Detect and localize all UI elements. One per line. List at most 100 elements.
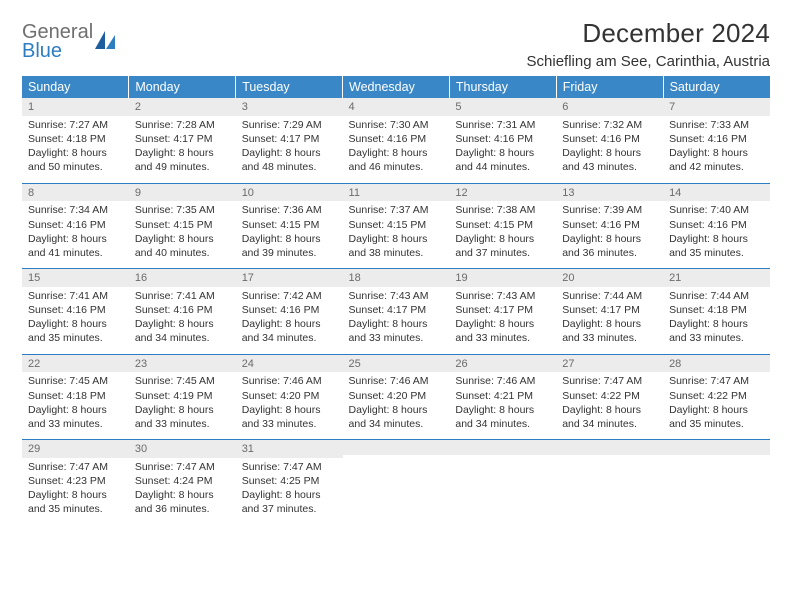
day-body: Sunrise: 7:46 AMSunset: 4:20 PMDaylight:… <box>236 372 343 439</box>
day-body: Sunrise: 7:36 AMSunset: 4:15 PMDaylight:… <box>236 201 343 268</box>
day-body: Sunrise: 7:47 AMSunset: 4:22 PMDaylight:… <box>663 372 770 439</box>
sunset-text: Sunset: 4:19 PM <box>135 389 230 403</box>
day-number: 16 <box>129 269 236 287</box>
day-number <box>663 440 770 455</box>
sunset-text: Sunset: 4:22 PM <box>562 389 657 403</box>
day-number: 2 <box>129 98 236 116</box>
daylight-text: Daylight: 8 hours and 34 minutes. <box>455 403 550 431</box>
sunset-text: Sunset: 4:18 PM <box>28 389 123 403</box>
day-number: 18 <box>343 269 450 287</box>
day-number: 17 <box>236 269 343 287</box>
day-number: 5 <box>449 98 556 116</box>
day-number: 27 <box>556 355 663 373</box>
sunset-text: Sunset: 4:16 PM <box>28 303 123 317</box>
day-number: 23 <box>129 355 236 373</box>
daylight-text: Daylight: 8 hours and 44 minutes. <box>455 146 550 174</box>
day-body: Sunrise: 7:47 AMSunset: 4:22 PMDaylight:… <box>556 372 663 439</box>
sunset-text: Sunset: 4:15 PM <box>349 218 444 232</box>
day-body: Sunrise: 7:33 AMSunset: 4:16 PMDaylight:… <box>663 116 770 183</box>
week-row: 8Sunrise: 7:34 AMSunset: 4:16 PMDaylight… <box>22 183 770 269</box>
day-cell: 28Sunrise: 7:47 AMSunset: 4:22 PMDayligh… <box>663 354 770 440</box>
daylight-text: Daylight: 8 hours and 33 minutes. <box>135 403 230 431</box>
daylight-text: Daylight: 8 hours and 33 minutes. <box>349 317 444 345</box>
day-cell: 3Sunrise: 7:29 AMSunset: 4:17 PMDaylight… <box>236 98 343 183</box>
sunset-text: Sunset: 4:18 PM <box>28 132 123 146</box>
day-cell: 18Sunrise: 7:43 AMSunset: 4:17 PMDayligh… <box>343 269 450 355</box>
day-number: 24 <box>236 355 343 373</box>
day-cell: 4Sunrise: 7:30 AMSunset: 4:16 PMDaylight… <box>343 98 450 183</box>
sunrise-text: Sunrise: 7:45 AM <box>135 374 230 388</box>
page-header: General Blue December 2024 Schiefling am… <box>22 18 770 70</box>
daylight-text: Daylight: 8 hours and 35 minutes. <box>28 488 123 516</box>
day-cell: 9Sunrise: 7:35 AMSunset: 4:15 PMDaylight… <box>129 183 236 269</box>
week-row: 22Sunrise: 7:45 AMSunset: 4:18 PMDayligh… <box>22 354 770 440</box>
day-cell: 1Sunrise: 7:27 AMSunset: 4:18 PMDaylight… <box>22 98 129 183</box>
day-cell <box>449 440 556 525</box>
day-cell: 5Sunrise: 7:31 AMSunset: 4:16 PMDaylight… <box>449 98 556 183</box>
sunset-text: Sunset: 4:15 PM <box>135 218 230 232</box>
sunset-text: Sunset: 4:15 PM <box>455 218 550 232</box>
day-body: Sunrise: 7:45 AMSunset: 4:19 PMDaylight:… <box>129 372 236 439</box>
sunset-text: Sunset: 4:17 PM <box>455 303 550 317</box>
sunset-text: Sunset: 4:21 PM <box>455 389 550 403</box>
day-header-row: SundayMondayTuesdayWednesdayThursdayFrid… <box>22 76 770 98</box>
sunrise-text: Sunrise: 7:39 AM <box>562 203 657 217</box>
sunrise-text: Sunrise: 7:44 AM <box>562 289 657 303</box>
day-number: 29 <box>22 440 129 458</box>
sunrise-text: Sunrise: 7:41 AM <box>28 289 123 303</box>
logo-line2: Blue <box>22 41 93 62</box>
day-cell: 29Sunrise: 7:47 AMSunset: 4:23 PMDayligh… <box>22 440 129 525</box>
day-cell: 23Sunrise: 7:45 AMSunset: 4:19 PMDayligh… <box>129 354 236 440</box>
day-number: 6 <box>556 98 663 116</box>
sunset-text: Sunset: 4:24 PM <box>135 474 230 488</box>
day-number: 3 <box>236 98 343 116</box>
day-body: Sunrise: 7:43 AMSunset: 4:17 PMDaylight:… <box>343 287 450 354</box>
day-number: 13 <box>556 184 663 202</box>
sunrise-text: Sunrise: 7:37 AM <box>349 203 444 217</box>
calendar-body: 1Sunrise: 7:27 AMSunset: 4:18 PMDaylight… <box>22 98 770 525</box>
sunset-text: Sunset: 4:17 PM <box>562 303 657 317</box>
calendar-page: General Blue December 2024 Schiefling am… <box>0 0 792 525</box>
sunset-text: Sunset: 4:16 PM <box>669 132 764 146</box>
sunset-text: Sunset: 4:16 PM <box>562 132 657 146</box>
sunset-text: Sunset: 4:16 PM <box>28 218 123 232</box>
sunrise-text: Sunrise: 7:40 AM <box>669 203 764 217</box>
daylight-text: Daylight: 8 hours and 37 minutes. <box>455 232 550 260</box>
sunrise-text: Sunrise: 7:47 AM <box>562 374 657 388</box>
day-cell: 27Sunrise: 7:47 AMSunset: 4:22 PMDayligh… <box>556 354 663 440</box>
sunrise-text: Sunrise: 7:47 AM <box>28 460 123 474</box>
sunrise-text: Sunrise: 7:42 AM <box>242 289 337 303</box>
logo-text: General Blue <box>22 22 93 62</box>
day-header: Friday <box>556 76 663 98</box>
day-header: Wednesday <box>343 76 450 98</box>
daylight-text: Daylight: 8 hours and 34 minutes. <box>562 403 657 431</box>
day-body: Sunrise: 7:46 AMSunset: 4:21 PMDaylight:… <box>449 372 556 439</box>
day-header: Monday <box>129 76 236 98</box>
daylight-text: Daylight: 8 hours and 35 minutes. <box>669 232 764 260</box>
daylight-text: Daylight: 8 hours and 48 minutes. <box>242 146 337 174</box>
day-cell: 31Sunrise: 7:47 AMSunset: 4:25 PMDayligh… <box>236 440 343 525</box>
sunrise-text: Sunrise: 7:32 AM <box>562 118 657 132</box>
day-cell: 10Sunrise: 7:36 AMSunset: 4:15 PMDayligh… <box>236 183 343 269</box>
daylight-text: Daylight: 8 hours and 41 minutes. <box>28 232 123 260</box>
day-cell: 6Sunrise: 7:32 AMSunset: 4:16 PMDaylight… <box>556 98 663 183</box>
day-number: 7 <box>663 98 770 116</box>
day-body: Sunrise: 7:38 AMSunset: 4:15 PMDaylight:… <box>449 201 556 268</box>
sunset-text: Sunset: 4:20 PM <box>349 389 444 403</box>
week-row: 15Sunrise: 7:41 AMSunset: 4:16 PMDayligh… <box>22 269 770 355</box>
sunrise-text: Sunrise: 7:47 AM <box>669 374 764 388</box>
day-body <box>556 455 663 505</box>
day-body: Sunrise: 7:35 AMSunset: 4:15 PMDaylight:… <box>129 201 236 268</box>
day-cell: 2Sunrise: 7:28 AMSunset: 4:17 PMDaylight… <box>129 98 236 183</box>
day-header: Thursday <box>449 76 556 98</box>
sunset-text: Sunset: 4:16 PM <box>349 132 444 146</box>
day-number: 4 <box>343 98 450 116</box>
day-header: Saturday <box>663 76 770 98</box>
sunrise-text: Sunrise: 7:38 AM <box>455 203 550 217</box>
day-cell: 8Sunrise: 7:34 AMSunset: 4:16 PMDaylight… <box>22 183 129 269</box>
day-number: 28 <box>663 355 770 373</box>
sunset-text: Sunset: 4:20 PM <box>242 389 337 403</box>
day-body: Sunrise: 7:46 AMSunset: 4:20 PMDaylight:… <box>343 372 450 439</box>
day-cell: 19Sunrise: 7:43 AMSunset: 4:17 PMDayligh… <box>449 269 556 355</box>
daylight-text: Daylight: 8 hours and 34 minutes. <box>242 317 337 345</box>
